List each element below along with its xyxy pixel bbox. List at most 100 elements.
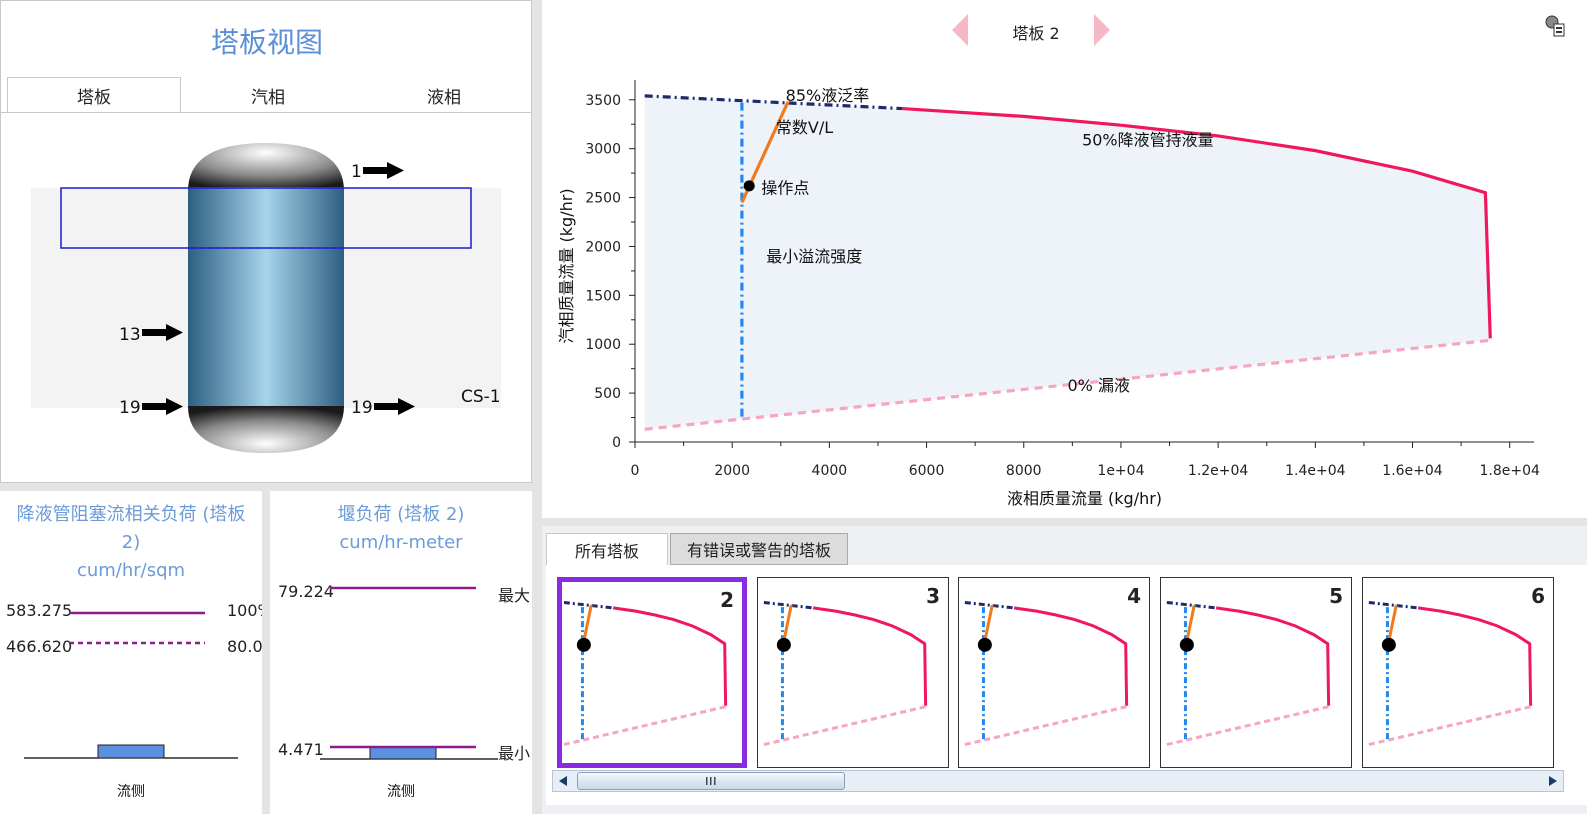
thumbnail-operating-point (1179, 637, 1194, 652)
weir-gauge (320, 586, 498, 760)
downcomer-axis-label: 流侧 (117, 784, 145, 800)
tray-thumbnail-number: 5 (1329, 584, 1343, 608)
stream-label-bottom-in[interactable]: 19 (119, 398, 141, 418)
thumbnail-line (1417, 606, 1533, 706)
operating-region (644, 95, 1491, 430)
stream-label-top[interactable]: 1 (351, 162, 362, 182)
column-body[interactable] (188, 187, 344, 408)
tab-all-trays[interactable]: 所有塔板 (546, 533, 668, 565)
tray-thumbnail[interactable]: 6 (1362, 577, 1554, 768)
thumbnail-line (1166, 601, 1217, 610)
downcomer-80-value: 466.620 (6, 637, 73, 656)
tray-thumbnail[interactable]: 2 (557, 577, 747, 768)
label-downcomer-backup: 50%降液管持液量 (1082, 131, 1214, 150)
thumbnail-line (763, 705, 926, 747)
downcomer-gauge (24, 611, 238, 759)
tab-vapor[interactable]: 汽相 (251, 87, 285, 108)
arrow-right-icon (374, 398, 415, 415)
export-icon[interactable] (1544, 14, 1566, 38)
weir-title: 堰负荷 (塔板 2) (337, 504, 465, 525)
weir-max-label: 最大 (498, 586, 531, 605)
downcomer-backup-line (902, 106, 1492, 339)
y-axis-label: 汽相质量流量 (kg/hr) (557, 188, 576, 343)
tab-divider (1, 112, 533, 113)
weir-axis-label: 流侧 (387, 784, 415, 800)
tray-thumbnail[interactable]: 3 (757, 577, 949, 768)
downcomer-80-label: 80.0% (227, 637, 262, 656)
x-tick-label: 8000 (1006, 463, 1042, 479)
thumbnail-line (1368, 705, 1531, 747)
flooding-limit-line (644, 94, 903, 111)
column-top-cap (188, 143, 344, 191)
downcomer-unit: cum/hr/sqm (76, 560, 186, 581)
tray-thumbnail-number: 6 (1531, 584, 1545, 608)
y-tick-label: 2000 (585, 239, 621, 255)
thumbnail-operating-point (776, 637, 791, 652)
tray-thumbnail-plot (1166, 601, 1331, 747)
tray-thumbnail-number: 4 (1127, 584, 1141, 608)
y-tick-label: 1500 (585, 288, 621, 304)
tab-tray[interactable]: 塔板 (7, 77, 181, 113)
weir-min-label: 最小 (498, 744, 531, 763)
y-tick-label: 2500 (585, 191, 621, 207)
label-min-weir: 最小溢流强度 (766, 247, 862, 266)
tray-thumbnail[interactable]: 5 (1160, 577, 1352, 768)
arrow-right-icon (142, 324, 183, 341)
left-horizontal-splitter[interactable] (0, 483, 532, 491)
scrollbar-thumb[interactable] (577, 772, 845, 790)
scroll-left-icon[interactable] (556, 774, 570, 788)
weir-max-value: 79.224 (278, 582, 334, 601)
next-tray-button[interactable] (1092, 12, 1112, 48)
tab-liquid[interactable]: 液相 (427, 87, 461, 108)
operating-point (743, 180, 755, 192)
stream-label-bottom-out[interactable]: 19 (351, 398, 373, 418)
tray-thumbnail-number: 3 (926, 584, 940, 608)
x-tick-label: 2000 (714, 463, 750, 479)
main-vertical-splitter[interactable] (532, 0, 542, 814)
bottom-vertical-splitter[interactable] (262, 491, 270, 814)
y-tick-label: 500 (594, 386, 621, 402)
weir-min-value: 4.471 (278, 740, 324, 759)
thumbnail-line (812, 606, 928, 706)
performance-chart: 0 2000 4000 6000 8000 1e+04 1.2e+04 1.4e+04 1.6e… (557, 80, 1540, 508)
x-tick-label: 0 (631, 463, 640, 479)
scroll-right-icon[interactable] (1546, 774, 1560, 788)
label-flooding: 85%液泛率 (786, 86, 870, 105)
stream-label-feed[interactable]: 13 (119, 325, 141, 345)
selected-tray-box (60, 187, 472, 249)
thumbnail-operating-point (576, 637, 591, 652)
label-weeping: 0% 漏液 (1067, 376, 1129, 395)
prev-tray-button[interactable] (950, 12, 970, 48)
right-horizontal-splitter[interactable] (542, 518, 1587, 526)
tray-thumbnail-plot (564, 601, 728, 747)
y-tick-label: 3500 (585, 93, 621, 109)
thumbnail-operating-point (1381, 637, 1396, 652)
downcomer-title-1: 降液管阻塞流相关负荷 (塔板 (16, 504, 246, 525)
tray-view-panel: 塔板视图 塔板 汽相 液相 (0, 0, 533, 483)
downcomer-panel: 降液管阻塞流相关负荷 (塔板 2) cum/hr/sqm 583.275 466… (0, 491, 262, 814)
y-tick-label: 1000 (585, 337, 621, 353)
thumbnail-line (964, 705, 1127, 747)
thumbnail-line (1166, 705, 1329, 747)
thumbnail-line (1215, 606, 1331, 706)
thumbnail-operating-point (977, 637, 992, 652)
column-drawing (60, 143, 472, 453)
column-bottom-cap (188, 406, 344, 453)
weeping-line (644, 338, 1491, 431)
tray-thumbnail-number: 2 (720, 588, 734, 612)
thumbnail-line (564, 601, 614, 610)
tab-error-trays[interactable]: 有错误或警告的塔板 (670, 533, 848, 565)
downcomer-title-2: 2) (121, 532, 141, 553)
grip-icon (706, 777, 716, 785)
x-tick-label: 1.4e+04 (1285, 463, 1346, 479)
current-tray-label: 塔板 2 (1012, 24, 1060, 43)
tray-thumbnail[interactable]: 4 (958, 577, 1150, 768)
thumbnail-line (763, 601, 814, 610)
downcomer-max-label: 100% (227, 601, 262, 620)
y-tick-label: 3000 (585, 142, 621, 158)
x-tick-label: 1.8e+04 (1479, 463, 1540, 479)
arrow-right-icon (142, 398, 183, 415)
thumbnail-line (1013, 606, 1129, 706)
y-tick-label: 0 (612, 435, 621, 451)
x-tick-label: 1e+04 (1097, 463, 1144, 479)
